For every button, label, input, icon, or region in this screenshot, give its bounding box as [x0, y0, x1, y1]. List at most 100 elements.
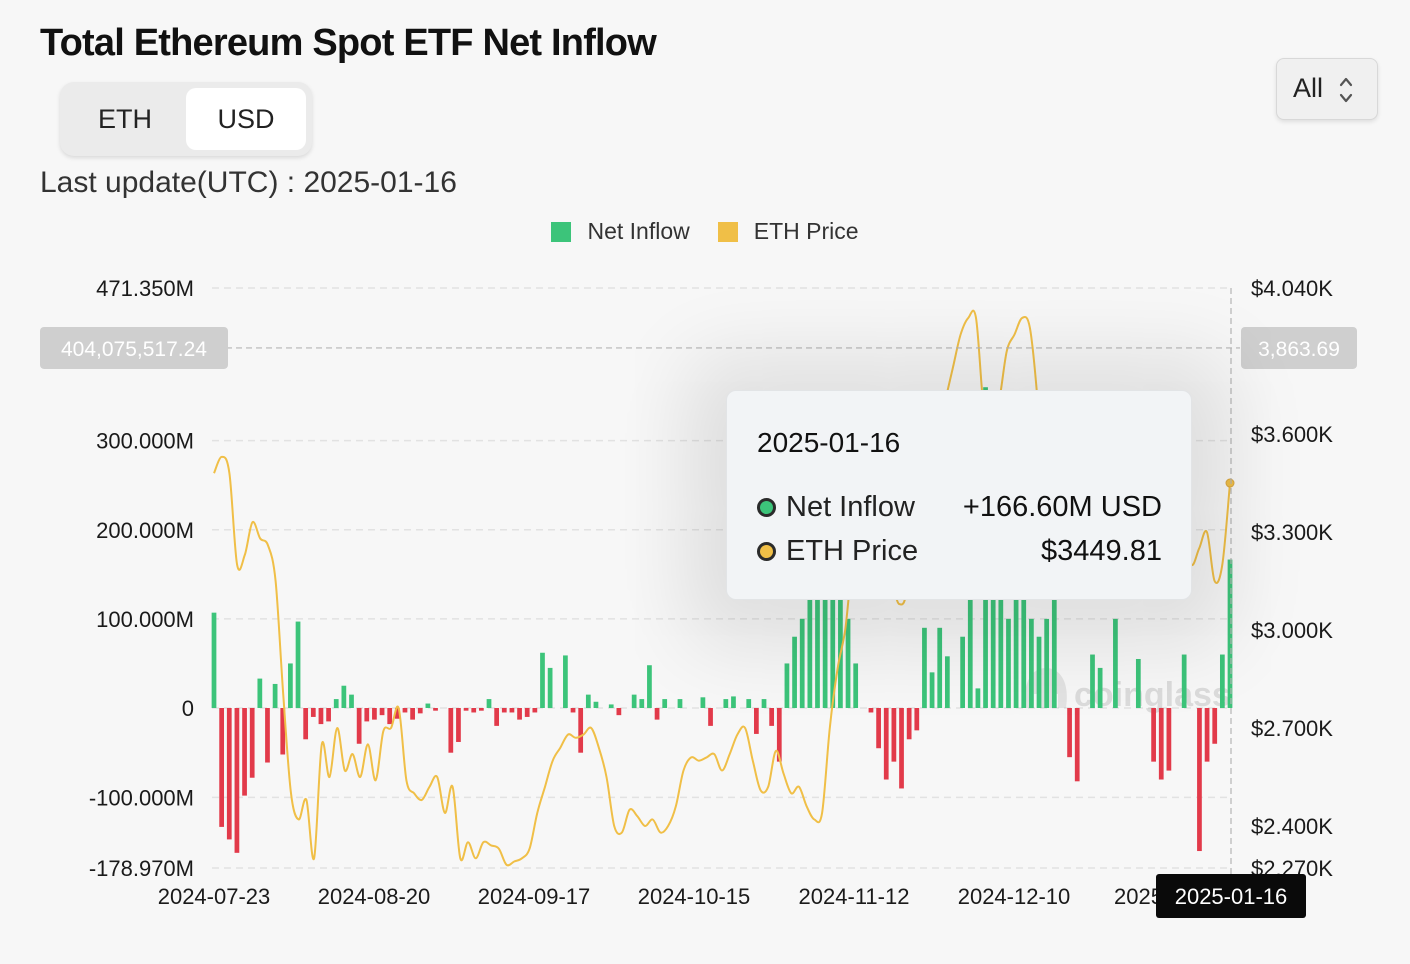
- inflow-bar[interactable]: [394, 708, 400, 719]
- inflow-bar[interactable]: [639, 699, 645, 708]
- inflow-bar[interactable]: [578, 708, 584, 753]
- inflow-bar[interactable]: [280, 708, 286, 755]
- inflow-bar[interactable]: [784, 663, 790, 708]
- inflow-bar[interactable]: [883, 708, 889, 780]
- inflow-bar[interactable]: [769, 708, 775, 726]
- inflow-bar[interactable]: [708, 708, 713, 726]
- inflow-bar[interactable]: [1197, 708, 1202, 852]
- inflow-bar[interactable]: [1204, 708, 1210, 762]
- inflow-bar[interactable]: [1029, 618, 1034, 708]
- inflow-bar[interactable]: [547, 667, 553, 708]
- legend-item-eth-price[interactable]: ETH Price: [717, 218, 859, 245]
- inflow-bar[interactable]: [792, 636, 797, 708]
- inflow-bar[interactable]: [563, 655, 568, 708]
- legend-item-net-inflow[interactable]: Net Inflow: [551, 218, 690, 245]
- inflow-bar[interactable]: [967, 574, 973, 708]
- inflow-bar[interactable]: [1036, 636, 1042, 708]
- inflow-bar[interactable]: [318, 708, 324, 725]
- inflow-bar[interactable]: [356, 708, 362, 744]
- inflow-bar[interactable]: [960, 636, 965, 708]
- inflow-bar[interactable]: [1067, 708, 1072, 758]
- inflow-bar[interactable]: [647, 665, 652, 708]
- inflow-bar[interactable]: [463, 708, 469, 711]
- inflow-bar[interactable]: [776, 708, 782, 762]
- inflow-bar[interactable]: [1181, 654, 1187, 708]
- inflow-bar[interactable]: [761, 699, 767, 708]
- inflow-bar[interactable]: [754, 708, 759, 734]
- inflow-bar[interactable]: [1074, 708, 1080, 782]
- inflow-bar[interactable]: [1212, 708, 1218, 744]
- inflow-bar[interactable]: [891, 708, 897, 762]
- inflow-bar[interactable]: [310, 708, 316, 717]
- inflow-bar[interactable]: [234, 708, 240, 853]
- inflow-bar[interactable]: [1227, 559, 1233, 708]
- inflow-bar[interactable]: [1166, 708, 1172, 771]
- inflow-bar[interactable]: [387, 708, 393, 725]
- inflow-bar[interactable]: [616, 708, 622, 716]
- inflow-bar[interactable]: [914, 708, 920, 731]
- inflow-bar[interactable]: [501, 708, 507, 713]
- inflow-bar[interactable]: [494, 708, 500, 726]
- inflow-bar[interactable]: [1219, 654, 1225, 708]
- inflow-bar[interactable]: [249, 708, 255, 778]
- inflow-bar[interactable]: [608, 704, 614, 708]
- inflow-bar[interactable]: [433, 708, 438, 711]
- range-select[interactable]: All: [1276, 58, 1378, 120]
- inflow-bar[interactable]: [654, 708, 660, 720]
- inflow-bar[interactable]: [265, 708, 270, 763]
- toggle-eth-button[interactable]: ETH: [98, 104, 152, 134]
- inflow-bar[interactable]: [677, 699, 683, 708]
- inflow-bar[interactable]: [410, 708, 415, 720]
- inflow-bar[interactable]: [417, 708, 423, 714]
- eth-price-point[interactable]: [1225, 478, 1235, 488]
- inflow-bar[interactable]: [448, 708, 454, 753]
- inflow-bar[interactable]: [349, 694, 354, 708]
- inflow-bar[interactable]: [593, 701, 599, 708]
- inflow-bar[interactable]: [799, 618, 805, 708]
- inflow-bar[interactable]: [807, 592, 813, 708]
- inflow-bar[interactable]: [425, 703, 431, 708]
- inflow-bar[interactable]: [211, 612, 217, 708]
- inflow-bar[interactable]: [257, 678, 263, 708]
- inflow-bar[interactable]: [272, 683, 278, 708]
- inflow-bar[interactable]: [242, 708, 247, 796]
- inflow-bar[interactable]: [906, 708, 912, 740]
- inflow-bar[interactable]: [226, 708, 232, 840]
- inflow-bar[interactable]: [570, 708, 576, 713]
- inflow-bar[interactable]: [372, 708, 377, 720]
- inflow-bar[interactable]: [731, 696, 736, 708]
- inflow-bar[interactable]: [524, 708, 530, 717]
- inflow-bar[interactable]: [853, 663, 859, 708]
- inflow-bar[interactable]: [1044, 618, 1050, 708]
- inflow-bar[interactable]: [333, 699, 339, 708]
- inflow-bar[interactable]: [219, 708, 225, 827]
- inflow-bar[interactable]: [585, 694, 591, 708]
- inflow-bar[interactable]: [868, 708, 874, 713]
- inflow-bar[interactable]: [1051, 583, 1057, 708]
- inflow-bar[interactable]: [876, 708, 881, 749]
- inflow-bar[interactable]: [830, 529, 836, 708]
- inflow-bar[interactable]: [479, 708, 484, 711]
- inflow-bar[interactable]: [532, 708, 538, 713]
- inflow-bar[interactable]: [1013, 592, 1019, 708]
- inflow-bar[interactable]: [746, 699, 752, 708]
- inflow-bar[interactable]: [364, 708, 370, 722]
- inflow-bar[interactable]: [303, 708, 309, 740]
- inflow-bar[interactable]: [288, 663, 293, 708]
- inflow-bar[interactable]: [631, 694, 637, 708]
- inflow-bar[interactable]: [456, 708, 461, 742]
- inflow-bar[interactable]: [471, 708, 477, 713]
- inflow-bar[interactable]: [662, 699, 668, 708]
- inflow-bar[interactable]: [975, 688, 981, 708]
- inflow-bar[interactable]: [838, 574, 843, 708]
- inflow-bar[interactable]: [1090, 654, 1095, 708]
- inflow-bar[interactable]: [402, 708, 408, 713]
- inflow-bar[interactable]: [922, 627, 927, 708]
- inflow-bar[interactable]: [700, 697, 706, 708]
- inflow-bar[interactable]: [1006, 618, 1011, 708]
- inflow-bar[interactable]: [341, 685, 347, 708]
- toggle-usd-button[interactable]: USD: [186, 88, 306, 150]
- inflow-bar[interactable]: [326, 708, 331, 722]
- inflow-bar[interactable]: [998, 574, 1004, 708]
